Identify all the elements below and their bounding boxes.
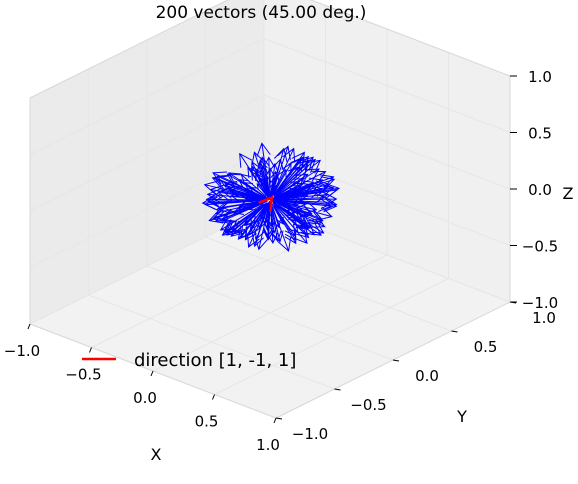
vector-arrow [263, 156, 276, 196]
vector-arrow [274, 201, 324, 223]
x-tick-mark [27, 323, 31, 330]
vector-arrow [274, 156, 314, 196]
vector-arrow [272, 201, 293, 217]
y-tick-mark [509, 301, 517, 304]
grid-z-back [263, 94, 511, 190]
z-tick-label: 1.0 [528, 68, 552, 86]
z-tick-label: 0.5 [528, 125, 552, 143]
vector-arrow [271, 203, 284, 225]
x-tick-mark [150, 370, 154, 377]
z-tick-label: −0.5 [522, 238, 558, 256]
top-left-edge [29, 0, 229, 99]
vector-arrow [237, 204, 267, 240]
vector-arrow [277, 204, 325, 234]
top-back-edge [309, 0, 511, 77]
y-tick-mark [451, 330, 458, 333]
chart-title: 200 vectors (45.00 deg.) [156, 3, 367, 23]
y-tick-mark [392, 359, 400, 362]
vector-arrow [276, 201, 318, 214]
y-tick-mark [334, 388, 341, 391]
vector-arrow [276, 202, 324, 225]
grid-z-left [29, 38, 265, 155]
z-tick-label: −1.0 [522, 294, 558, 312]
vector-arrow [277, 188, 330, 203]
vector-arrow [273, 151, 306, 195]
x-tick-mark [212, 394, 215, 400]
vector-arrow [221, 202, 264, 222]
direction-vector [258, 195, 274, 212]
vector-arrow [278, 194, 335, 210]
vector-arrow [247, 205, 268, 248]
vector-arrow [271, 145, 291, 193]
x-tick-label: 0.0 [133, 389, 157, 407]
axes-ticks: −1.0 −1.0 −1.0 −0.5 −0.5 −0.5 0.0 0.0 0.0 0.5 0.5 0… [4, 68, 558, 454]
vector-arrow [272, 206, 292, 252]
vector-arrow [273, 165, 309, 197]
vector-arrow [244, 188, 268, 200]
legend-label-direction: direction [1, -1, 1] [134, 350, 296, 371]
z-axis-label: Z [563, 184, 574, 203]
z-tick-label: 0.0 [528, 181, 552, 199]
vector-arrow [220, 185, 264, 200]
vector-arrow [270, 203, 284, 243]
x-tick-label: 1.0 [256, 436, 280, 454]
y-tick-label: 1.0 [532, 309, 556, 327]
grid-y-floor [205, 236, 452, 332]
vector-arrow [220, 199, 264, 213]
direction-arrow [258, 195, 274, 212]
axes-frame [29, 0, 511, 419]
grid-z-left [29, 94, 265, 212]
x-axis-label: X [151, 445, 162, 464]
vector-arrow [210, 195, 264, 210]
x-tick-label: −1.0 [4, 342, 40, 360]
y-tick-label: −0.5 [350, 396, 386, 414]
grid-x-floor [214, 278, 449, 395]
vector-arrow [272, 202, 299, 234]
vector-arrow [228, 172, 265, 197]
vector-arrow [279, 197, 333, 212]
legend: direction [1, -1, 1] [82, 350, 296, 371]
y-tick-label: 0.5 [474, 338, 498, 356]
y-tick-label: −1.0 [292, 425, 328, 443]
vector-arrow [273, 205, 297, 241]
vector-arrow [226, 204, 266, 236]
vector-arrow [273, 182, 304, 199]
grid-y-floor [146, 265, 394, 361]
vector-arrow [278, 184, 339, 200]
vector-arrow [270, 177, 277, 197]
vector-arrow [251, 151, 269, 194]
vector-arrow [251, 171, 268, 196]
vector-arrow [250, 161, 268, 195]
vector-field [201, 142, 341, 252]
x-tick-mark [89, 347, 92, 353]
y-axis-label: Y [456, 407, 467, 426]
grid-z-back [263, 38, 511, 133]
y-tick-label: 0.0 [415, 367, 439, 385]
x-tick-label: −0.5 [65, 366, 101, 384]
vector-arrow [258, 156, 270, 195]
x-tick-mark [273, 417, 277, 424]
y-tick-mark [275, 417, 283, 420]
x-tick-label: 0.5 [195, 413, 219, 431]
vector-arrow [254, 205, 269, 240]
vector-arrow [205, 192, 261, 207]
